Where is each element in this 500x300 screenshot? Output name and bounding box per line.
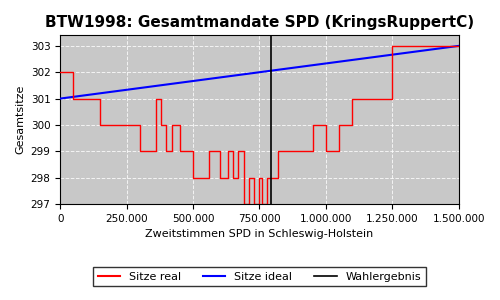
- Legend: Sitze real, Sitze ideal, Wahlergebnis: Sitze real, Sitze ideal, Wahlergebnis: [93, 267, 426, 286]
- Sitze real: [235, 176, 241, 179]
- Sitze real: [206, 176, 212, 179]
- Sitze real: [390, 44, 396, 48]
- Sitze real: [251, 202, 257, 206]
- Sitze real: [429, 44, 435, 48]
- X-axis label: Zweitstimmen SPD in Schleswig-Holstein: Zweitstimmen SPD in Schleswig-Holstein: [146, 229, 374, 239]
- Sitze real: [176, 123, 182, 127]
- Title: BTW1998: Gesamtmandate SPD (KringsRuppertC): BTW1998: Gesamtmandate SPD (KringsRupper…: [45, 15, 474, 30]
- Line: Sitze real: Sitze real: [60, 46, 459, 204]
- Y-axis label: Gesamtsitze: Gesamtsitze: [15, 85, 25, 154]
- Sitze real: [350, 97, 356, 101]
- Sitze real: [240, 202, 246, 206]
- Sitze real: [456, 44, 462, 48]
- Sitze real: [57, 70, 63, 74]
